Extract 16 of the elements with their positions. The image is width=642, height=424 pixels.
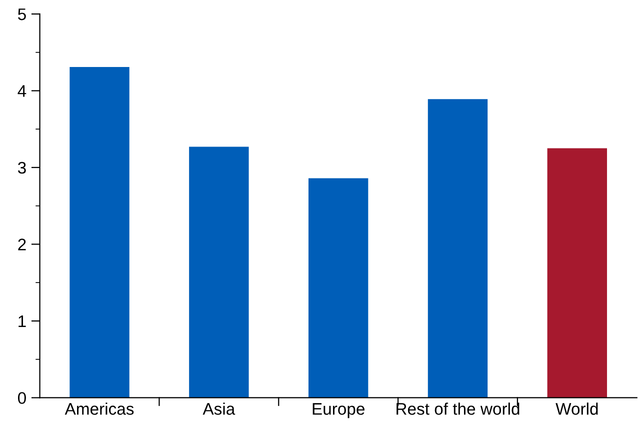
y-tick-label: 5 — [18, 8, 26, 20]
x-tick-label: World — [556, 402, 598, 415]
y-tick-label: 3 — [18, 162, 26, 174]
bar — [189, 146, 249, 398]
x-tick-label: Europe — [312, 403, 364, 418]
bar — [70, 66, 130, 398]
y-tick-label: 4 — [18, 85, 26, 97]
x-tick-label: Rest of the world — [396, 402, 520, 415]
bar — [308, 178, 368, 398]
x-tick-label: Asia — [202, 402, 236, 415]
x-tick-label: Americas — [64, 402, 134, 415]
y-tick-label: 2 — [18, 238, 26, 250]
y-tick-label: 0 — [18, 392, 26, 404]
bar — [428, 99, 488, 398]
bar — [547, 148, 608, 398]
y-tick-label: 1 — [18, 316, 26, 328]
